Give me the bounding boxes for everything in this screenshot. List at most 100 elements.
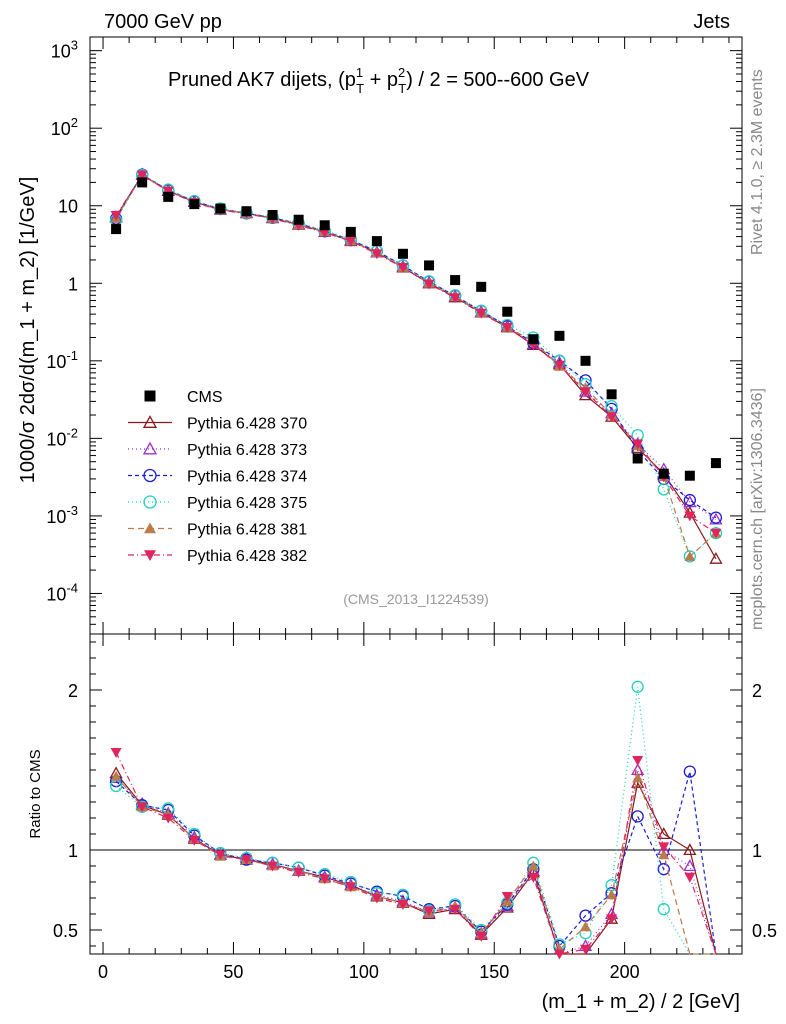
data-point-pythia-6-428-381 <box>684 550 696 561</box>
data-point-pythia-6-428-374 <box>709 511 723 524</box>
legend-label-pythia-6-428-381: Pythia 6.428 381 <box>187 522 307 539</box>
ratio-point-pythia-6-428-382 <box>475 932 487 942</box>
legend-marker-pythia-6-428-370 <box>142 415 158 428</box>
data-point-pythia-6-428-382 <box>632 439 644 450</box>
data-point-cms <box>554 330 565 341</box>
data-point-cms <box>580 355 591 366</box>
data-point-pythia-6-428-382 <box>162 186 174 197</box>
ratio-point-pythia-6-428-382 <box>162 813 174 824</box>
ratio-point-pythia-6-428-382 <box>240 855 252 866</box>
y-tick-label: 103 <box>51 38 78 62</box>
legend-marker-pythia-6-428-374 <box>143 468 157 483</box>
x-axis-title: (m_1 + m_2) / 2 [GeV] <box>542 991 740 1013</box>
legend: CMS Pythia 6.428 370 Pythia 6.428 373 Pythi… <box>128 389 307 565</box>
data-layer <box>109 167 723 960</box>
rivet-label: Rivet 4.1.0, ≥ 2.3M events <box>749 69 766 255</box>
mcplots-label: mcplots.cern.ch [arXiv:1306.3436] <box>749 388 766 630</box>
x-tick-label: 200 <box>610 962 640 982</box>
data-point-pythia-6-428-374 <box>683 493 696 507</box>
ratio-point-pythia-6-428-375 <box>631 680 644 693</box>
ratio-line-pythia-6-428-374 <box>115 771 717 955</box>
ratio-point-pythia-6-428-382 <box>658 842 670 853</box>
data-point-pythia-6-428-382 <box>319 228 331 239</box>
ratio-point-pythia-6-428-382 <box>319 874 331 885</box>
data-point-cms <box>658 468 669 479</box>
data-point-cms <box>476 281 487 292</box>
ratio-point-pythia-6-428-375 <box>657 903 670 916</box>
legend-label-pythia-6-428-374: Pythia 6.428 374 <box>187 469 307 486</box>
data-point-pythia-6-428-382 <box>501 322 513 333</box>
ratio-point-pythia-6-428-382 <box>423 906 435 917</box>
data-point-pythia-6-428-382 <box>397 263 409 273</box>
data-point-pythia-6-428-382 <box>710 528 722 539</box>
legend-label-pythia-6-428-382: Pythia 6.428 382 <box>187 548 307 565</box>
ratio-point-pythia-6-428-382 <box>632 756 644 766</box>
legend-label-cms: CMS <box>187 389 223 406</box>
ratio-point-pythia-6-428-382 <box>188 836 200 846</box>
data-point-cms <box>528 334 539 345</box>
y-tick-label: 10 <box>58 197 78 217</box>
data-point-pythia-6-428-370 <box>709 551 723 564</box>
data-point-cms <box>293 214 304 225</box>
legend-marker-pythia-6-428-381 <box>144 522 156 534</box>
header-right: Jets <box>693 11 730 33</box>
data-point-cms <box>450 275 461 286</box>
ratio-point-pythia-6-428-381 <box>527 860 539 871</box>
ratio-point-pythia-6-428-374 <box>657 863 670 876</box>
data-point-pythia-6-428-382 <box>423 279 435 290</box>
y-axis-title: 1000/σ 2dσ/d(m_1 + m_2) [1/GeV] <box>17 177 39 484</box>
legend-label-pythia-6-428-375: Pythia 6.428 375 <box>187 495 307 512</box>
ratio-point-pythia-6-428-382 <box>293 868 305 878</box>
ratio-point-pythia-6-428-382 <box>214 850 226 861</box>
data-point-cms <box>241 206 252 217</box>
ratio-point-pythia-6-428-373 <box>683 859 697 872</box>
data-point-cms <box>710 458 721 469</box>
data-point-cms <box>137 177 148 188</box>
main-plot-frame <box>89 36 743 635</box>
ratio-point-pythia-6-428-382 <box>501 892 513 902</box>
data-point-cms <box>319 220 330 231</box>
data-point-cms <box>397 248 408 259</box>
data-point-pythia-6-428-382 <box>553 360 565 371</box>
ratio-line-pythia-6-428-373 <box>115 769 717 955</box>
y-tick-label: 10-2 <box>46 425 78 449</box>
ratio-tick-label-right: 0.5 <box>752 921 777 941</box>
y-tick-label: 10-4 <box>46 580 78 604</box>
ratio-point-pythia-6-428-382 <box>449 904 461 915</box>
legend-marker-pythia-6-428-375 <box>143 495 157 509</box>
y-tick-label: 102 <box>51 115 78 139</box>
data-point-cms <box>424 260 435 271</box>
ratio-point-pythia-6-428-381 <box>110 770 122 781</box>
ratio-point-pythia-6-428-374 <box>683 765 696 778</box>
ratio-tick-label: 2 <box>68 681 78 701</box>
legend-label-pythia-6-428-373: Pythia 6.428 373 <box>187 442 307 459</box>
ratio-point-pythia-6-428-382 <box>345 882 357 893</box>
data-point-pythia-6-428-382 <box>449 293 461 304</box>
ratio-tick-label-right: 2 <box>752 681 762 701</box>
ratio-line-pythia-6-428-382 <box>115 752 717 955</box>
y-tick-label: 1 <box>68 274 78 294</box>
data-point-cms <box>215 203 226 214</box>
header-left: 7000 GeV pp <box>104 11 222 33</box>
ratio-point-pythia-6-428-370 <box>683 843 697 856</box>
ratio-point-pythia-6-428-382 <box>136 802 148 813</box>
series-line-pythia-6-428-382 <box>115 174 717 534</box>
ratio-point-pythia-6-428-370 <box>657 827 671 840</box>
data-point-cms <box>371 236 382 247</box>
data-point-pythia-6-428-382 <box>345 236 357 247</box>
ratio-line-pythia-6-428-375 <box>115 686 716 955</box>
data-point-cms <box>163 191 174 202</box>
legend-marker-cms <box>144 390 156 402</box>
ratio-point-pythia-6-428-374 <box>579 909 592 922</box>
ratio-point-pythia-6-428-382 <box>606 914 618 925</box>
data-point-cms <box>502 306 513 317</box>
ratio-tick-label: 1 <box>68 841 78 861</box>
ratio-point-pythia-6-428-381 <box>658 849 670 860</box>
chart-title: Pruned AK7 dijets, (p1 T + p2 T) / 2 = 500… <box>168 65 590 96</box>
ratio-point-pythia-6-428-382 <box>527 872 539 883</box>
data-point-pythia-6-428-382 <box>136 170 148 181</box>
data-point-pythia-6-428-382 <box>110 211 122 221</box>
ratio-point-pythia-6-428-381 <box>632 772 644 783</box>
ratio-point-pythia-6-428-382 <box>684 872 696 883</box>
data-point-cms <box>267 209 278 220</box>
